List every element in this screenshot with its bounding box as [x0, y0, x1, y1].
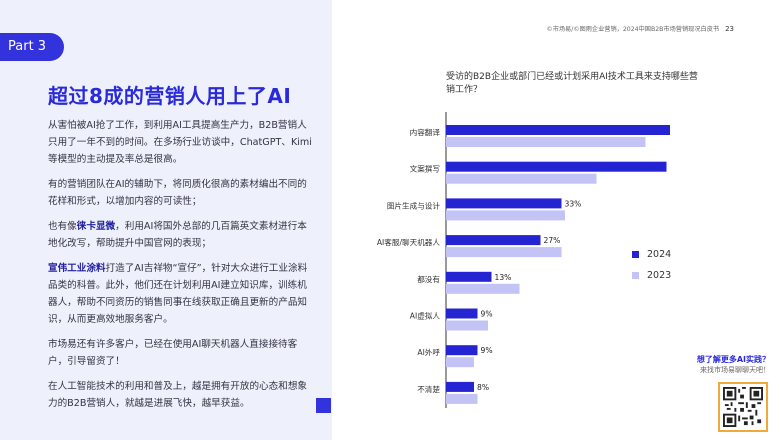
category-label: 图片生成与设计	[387, 200, 441, 210]
company-highlight-leica: 徕卡显微	[76, 221, 116, 232]
category-label: AI虚拟人	[410, 311, 441, 321]
bar-chart: 内容翻译65%文案撰写63%图片生成与设计33%AI客服/聊天机器人27%都没有…	[377, 112, 671, 408]
paragraph-3: 也有像徕卡显微，利用AI将国外总部的几百篇英文素材进行本地化改写，帮助提升中国官…	[48, 218, 316, 252]
paragraph-5: 市场易还有许多客户，已经在使用AI聊天机器人直接接待客户，引导留资了！	[48, 339, 298, 367]
bar-2023	[446, 320, 488, 331]
category-label: AI外呼	[417, 347, 440, 357]
page-title: 超过8成的营销人用上了AI	[48, 84, 292, 108]
source-note: ©市场易/©图雨企业营销，2024中国B2B市场营销现况白皮书 23	[547, 24, 735, 33]
left-panel	[0, 0, 332, 440]
paragraph-6: 在人工智能技术的利用和普及上，越是拥有开放的心态和想象力的B2B营销人，就越是进…	[48, 381, 308, 409]
data-label-2024: 27%	[544, 236, 561, 245]
data-label-2024: 63%	[670, 163, 671, 172]
bar-2023	[446, 173, 597, 184]
paragraph-3-post: ，利用AI将国外总部的几百篇英文素材进行本地化改写，帮助提升中国官网的表现；	[48, 221, 307, 249]
paragraph-2: 有的营销团队在AI的辅助下，将同质化很高的素材编出不同的花样和形式，以增加内容的…	[48, 179, 307, 207]
legend-label-2024: 2024	[647, 248, 672, 260]
promo-subtitle: 来找市场易聊聊天吧！	[700, 366, 770, 374]
bar-2024	[446, 381, 474, 392]
qr-pattern	[723, 387, 763, 427]
chart-question: 受访的B2B企业或部门已经或计划采用AI技术工具来支持哪些营销工作？	[446, 72, 698, 95]
part-tab: Part 3	[0, 33, 64, 61]
paragraph-3-pre: 也有像	[48, 221, 77, 232]
bar-2024	[446, 308, 478, 319]
legend-label-2023: 2023	[647, 269, 672, 281]
company-highlight-sherwin: 宣伟工业涂料	[48, 263, 106, 274]
bar-2024	[446, 271, 492, 282]
promo-title: 想了解更多AI实践？	[696, 355, 770, 364]
bar-2023	[446, 210, 565, 221]
bar-2024	[446, 161, 667, 172]
bar-2023	[446, 283, 520, 294]
qr-code[interactable]	[718, 382, 768, 432]
bar-2024	[446, 235, 541, 246]
bar-2023	[446, 137, 646, 147]
paragraph-1: 从害怕被AI抢了工作，到利用AI工具提高生产力，B2B营销人只用了一年不到的时间…	[48, 120, 312, 165]
corner-square-decoration	[316, 398, 331, 413]
source-text: ©市场易/©图雨企业营销，2024中国B2B市场营销现况白皮书	[546, 26, 720, 33]
bar-2023	[446, 247, 562, 258]
category-label: 内容翻译	[410, 127, 441, 137]
category-label: AI客服/聊天机器人	[377, 237, 441, 247]
data-label-2024: 8%	[477, 383, 489, 392]
category-label: 不清楚	[417, 384, 440, 394]
page-number: 23	[725, 25, 734, 33]
legend-swatch-2024	[632, 250, 639, 258]
legend-swatch-2023	[632, 271, 639, 279]
legend-item-2024: 2024	[632, 246, 671, 262]
bar-2024	[446, 198, 562, 209]
promo-block: 想了解更多AI实践？ 来找市场易聊聊天吧！	[674, 354, 770, 375]
data-label-2024: 9%	[481, 310, 493, 319]
bar-2023	[446, 357, 474, 368]
body-text: 从害怕被AI抢了工作，到利用AI工具提高生产力，B2B营销人只用了一年不到的时间…	[48, 117, 316, 420]
category-label: 文案撰写	[410, 164, 440, 174]
data-label-2024: 13%	[495, 273, 512, 282]
paragraph-4: 宣伟工业涂料打造了AI吉祥物“宣仔”，针对大众进行工业涂料品类的科普。此外，他们…	[48, 260, 316, 328]
category-label: 都没有	[417, 274, 440, 284]
data-label-2024: 33%	[565, 199, 582, 208]
data-label-2024: 9%	[481, 346, 493, 355]
bar-2024	[446, 345, 478, 356]
paragraph-4-post: 打造了AI吉祥物“宣仔”，针对大众进行工业涂料品类的科普。此外，他们还在计划利用…	[48, 263, 308, 325]
legend-item-2023: 2023	[632, 267, 671, 283]
bar-2024	[446, 125, 670, 135]
chart-legend: 2024 2023	[632, 246, 671, 288]
bar-2023	[446, 393, 478, 404]
